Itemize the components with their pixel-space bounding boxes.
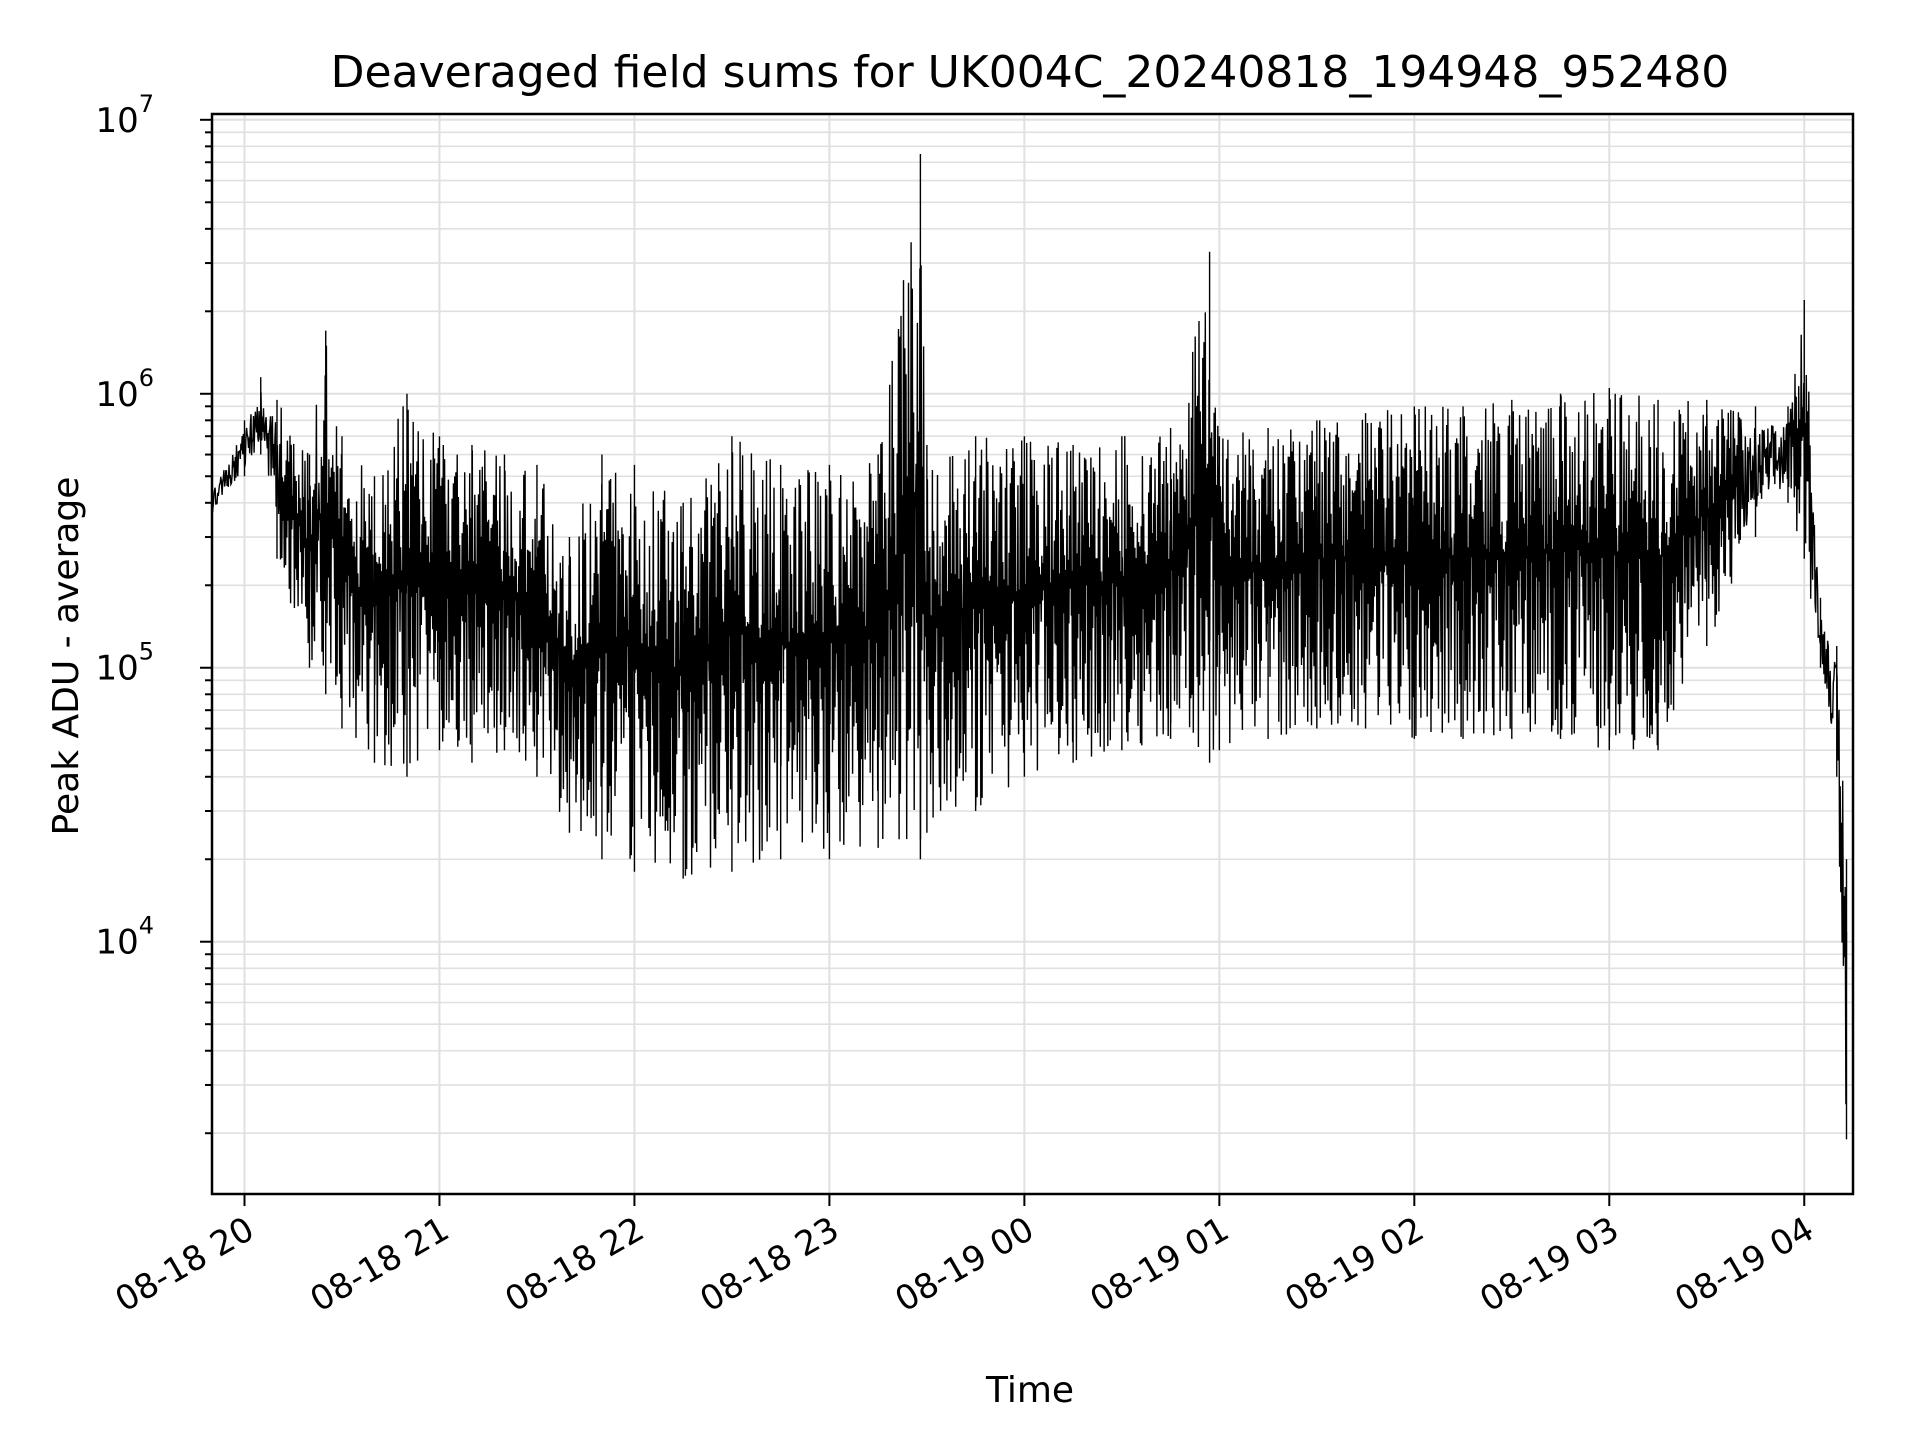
x-tick-label: 08-19 02	[1278, 1209, 1430, 1320]
x-tick-label: 08-18 22	[499, 1209, 651, 1320]
y-axis-label: Peak ADU - average	[46, 477, 87, 836]
y-tick-label: 105	[95, 638, 154, 689]
y-tick-exponent: 4	[139, 912, 154, 940]
x-tick-label: 08-18 23	[694, 1209, 846, 1320]
y-tick-exponent: 7	[139, 90, 154, 118]
x-tick-label: 08-19 01	[1083, 1209, 1235, 1320]
y-tick-label: 107	[95, 90, 154, 141]
y-axis: 104 105 106 107	[95, 90, 212, 1135]
y-tick-exponent: 5	[139, 638, 154, 666]
x-tick-label: 08-18 21	[304, 1209, 456, 1320]
plot-frame	[210, 112, 1855, 1196]
chart-title: Deaveraged field sums for UK004C_2024081…	[331, 47, 1730, 98]
x-tick-label: 08-19 00	[888, 1209, 1040, 1320]
y-tick-label: 106	[95, 364, 154, 415]
y-tick-exponent: 6	[139, 364, 154, 392]
x-axis-label: Time	[985, 1370, 1074, 1411]
x-tick-label: 08-19 04	[1668, 1209, 1820, 1320]
series-line	[211, 242, 1848, 1105]
x-tick-label: 08-19 03	[1473, 1209, 1625, 1320]
x-axis: 08-18 20 08-18 21 08-18 22 08-18 23 08-19 00…	[109, 1194, 1821, 1320]
x-tick-label: 08-18 20	[109, 1209, 261, 1320]
data-series	[211, 154, 1848, 1140]
y-tick-label: 104	[95, 912, 154, 963]
